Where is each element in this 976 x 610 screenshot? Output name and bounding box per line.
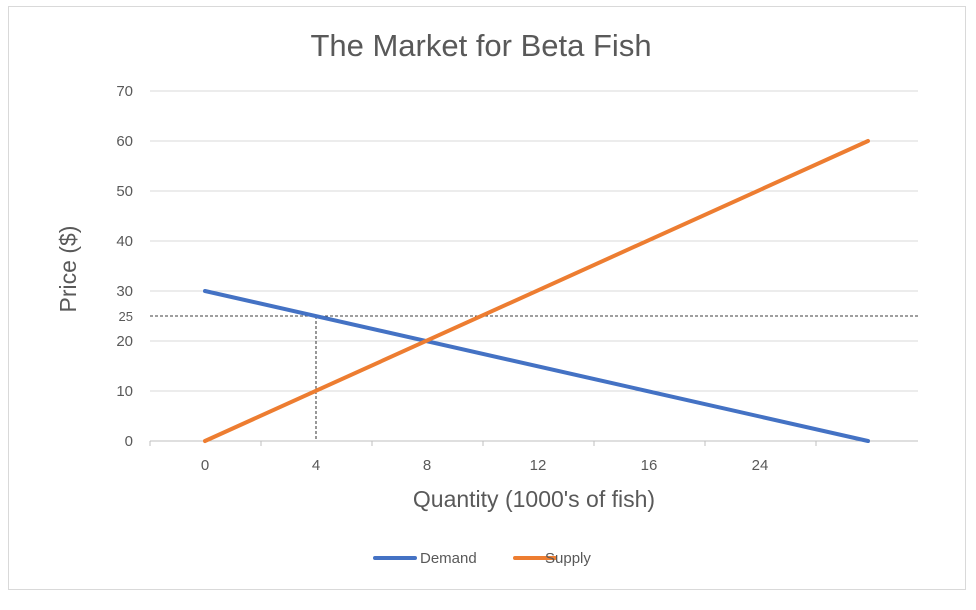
y-tick-label: 60 [116, 133, 133, 150]
y-tick-label: 30 [116, 283, 133, 300]
series-line-demand [203, 289, 870, 443]
x-tick-label: 12 [530, 457, 547, 474]
x-tick-label: 0 [201, 457, 209, 474]
x-axis-label: Quantity (1000's of fish) [413, 486, 655, 512]
y-tick-label: 70 [116, 83, 133, 100]
y-tick-label: 50 [116, 183, 133, 200]
y-tick-label-extra: 25 [119, 309, 133, 324]
y-tick-label: 20 [116, 333, 133, 350]
chart-title: The Market for Beta Fish [310, 28, 651, 63]
y-tick-label: 40 [116, 233, 133, 250]
x-tick-label: 24 [752, 457, 769, 474]
y-tick-label: 0 [125, 433, 133, 450]
legend-label-demand: Demand [420, 550, 477, 567]
x-tick-label: 8 [423, 457, 431, 474]
series-line-supply [203, 139, 870, 443]
x-tick-label: 16 [641, 457, 658, 474]
legend-label-supply: Supply [545, 550, 591, 567]
y-tick-label: 10 [116, 383, 133, 400]
x-tick-label: 4 [312, 457, 320, 474]
chart-frame [8, 6, 966, 590]
y-axis-label: Price ($) [55, 226, 81, 313]
